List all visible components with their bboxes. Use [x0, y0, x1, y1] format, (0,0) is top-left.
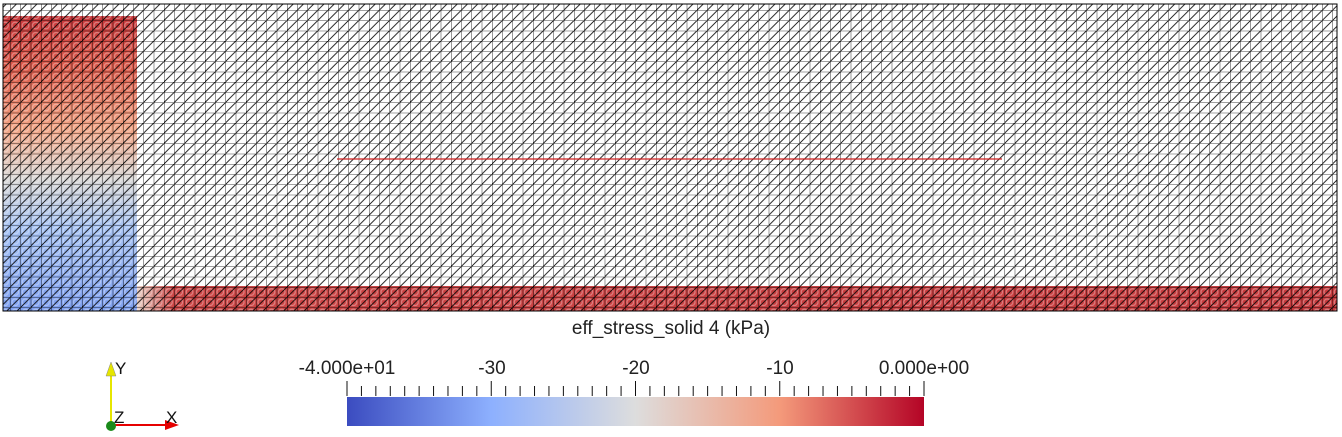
colorbar-ticks [346, 381, 925, 396]
colorbar-tick-label: -10 [766, 358, 794, 379]
colorbar-tick-label: 0.000e+00 [878, 358, 970, 379]
z-axis-label: Z [114, 408, 124, 427]
colorbar-title: eff_stress_solid 4 (kPa) [571, 318, 771, 339]
orientation-axes: Y Z X [105, 359, 179, 431]
y-axis-label: Y [115, 359, 126, 378]
x-axis-arrow [165, 420, 179, 430]
colorbar-tick-label: -20 [622, 358, 650, 379]
colorbar-tick-label: -30 [478, 358, 506, 379]
render-viewport[interactable] [0, 0, 1342, 315]
colorbar-tick-label: -4.000e+01 [298, 358, 396, 379]
z-axis-dot [106, 421, 116, 431]
x-axis-label: X [166, 408, 177, 427]
y-axis-arrow [105, 361, 117, 377]
colorbar-gradient [347, 397, 924, 426]
triangular-mesh-grid [3, 4, 1337, 311]
mesh-outline [2, 3, 1338, 312]
